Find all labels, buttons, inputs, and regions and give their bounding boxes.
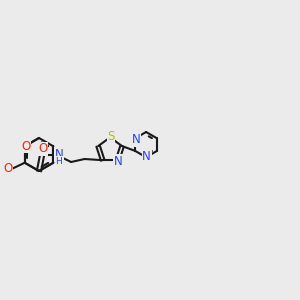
Text: N: N xyxy=(114,155,122,168)
Text: N: N xyxy=(142,149,151,163)
Text: O: O xyxy=(22,140,31,153)
Text: H: H xyxy=(56,157,62,166)
Text: N: N xyxy=(131,133,140,146)
Text: N: N xyxy=(54,148,63,161)
Text: S: S xyxy=(107,130,115,143)
Text: O: O xyxy=(38,142,47,155)
Text: O: O xyxy=(4,162,13,175)
